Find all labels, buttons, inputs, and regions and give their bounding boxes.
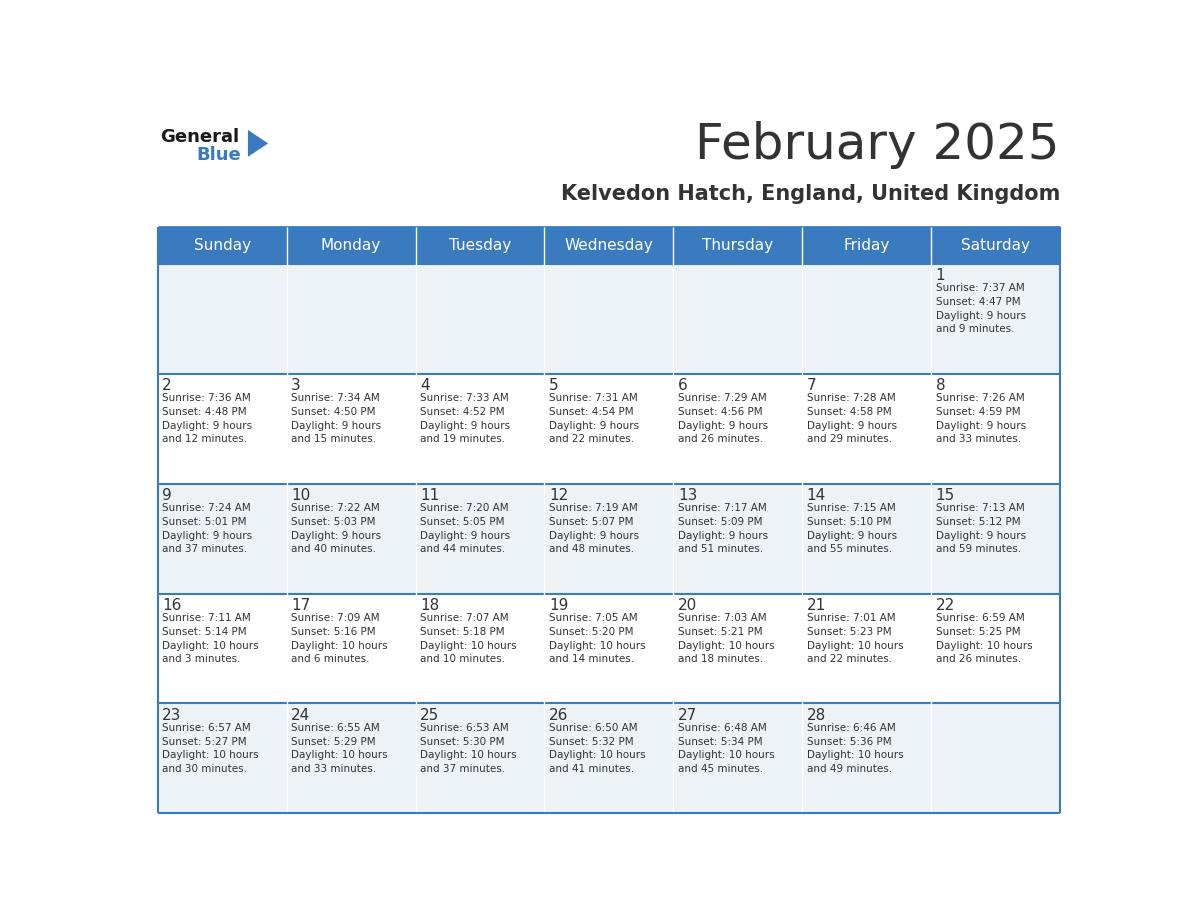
Text: Sunrise: 7:20 AM
Sunset: 5:05 PM
Daylight: 9 hours
and 44 minutes.: Sunrise: 7:20 AM Sunset: 5:05 PM Dayligh… [421,503,510,554]
Text: 26: 26 [549,708,568,722]
Text: Sunrise: 7:07 AM
Sunset: 5:18 PM
Daylight: 10 hours
and 10 minutes.: Sunrise: 7:07 AM Sunset: 5:18 PM Dayligh… [421,613,517,664]
Text: Sunrise: 6:50 AM
Sunset: 5:32 PM
Daylight: 10 hours
and 41 minutes.: Sunrise: 6:50 AM Sunset: 5:32 PM Dayligh… [549,723,645,774]
Text: Sunrise: 6:55 AM
Sunset: 5:29 PM
Daylight: 10 hours
and 33 minutes.: Sunrise: 6:55 AM Sunset: 5:29 PM Dayligh… [291,723,387,774]
Text: Wednesday: Wednesday [564,238,653,252]
Text: Sunrise: 7:24 AM
Sunset: 5:01 PM
Daylight: 9 hours
and 37 minutes.: Sunrise: 7:24 AM Sunset: 5:01 PM Dayligh… [163,503,252,554]
Text: Sunrise: 6:57 AM
Sunset: 5:27 PM
Daylight: 10 hours
and 30 minutes.: Sunrise: 6:57 AM Sunset: 5:27 PM Dayligh… [163,723,259,774]
Text: 24: 24 [291,708,310,722]
Text: Sunrise: 6:59 AM
Sunset: 5:25 PM
Daylight: 10 hours
and 26 minutes.: Sunrise: 6:59 AM Sunset: 5:25 PM Dayligh… [936,613,1032,664]
Text: 18: 18 [421,598,440,612]
Text: Sunrise: 7:05 AM
Sunset: 5:20 PM
Daylight: 10 hours
and 14 minutes.: Sunrise: 7:05 AM Sunset: 5:20 PM Dayligh… [549,613,645,664]
Text: Sunrise: 6:48 AM
Sunset: 5:34 PM
Daylight: 10 hours
and 45 minutes.: Sunrise: 6:48 AM Sunset: 5:34 PM Dayligh… [678,723,775,774]
Bar [158,227,1060,263]
Text: Sunrise: 7:33 AM
Sunset: 4:52 PM
Daylight: 9 hours
and 19 minutes.: Sunrise: 7:33 AM Sunset: 4:52 PM Dayligh… [421,393,510,444]
Bar [158,263,1060,374]
Text: Sunrise: 7:31 AM
Sunset: 4:54 PM
Daylight: 9 hours
and 22 minutes.: Sunrise: 7:31 AM Sunset: 4:54 PM Dayligh… [549,393,639,444]
Text: Blue: Blue [196,145,241,163]
Text: Sunrise: 7:29 AM
Sunset: 4:56 PM
Daylight: 9 hours
and 26 minutes.: Sunrise: 7:29 AM Sunset: 4:56 PM Dayligh… [678,393,767,444]
Text: 9: 9 [163,487,172,503]
Text: Sunrise: 7:19 AM
Sunset: 5:07 PM
Daylight: 9 hours
and 48 minutes.: Sunrise: 7:19 AM Sunset: 5:07 PM Dayligh… [549,503,639,554]
Text: 20: 20 [678,598,697,612]
Text: Sunrise: 7:03 AM
Sunset: 5:21 PM
Daylight: 10 hours
and 18 minutes.: Sunrise: 7:03 AM Sunset: 5:21 PM Dayligh… [678,613,775,664]
Text: 14: 14 [807,487,826,503]
Text: Sunrise: 7:37 AM
Sunset: 4:47 PM
Daylight: 9 hours
and 9 minutes.: Sunrise: 7:37 AM Sunset: 4:47 PM Dayligh… [936,284,1025,334]
Text: 16: 16 [163,598,182,612]
Text: 15: 15 [936,487,955,503]
Text: 27: 27 [678,708,697,722]
Text: Sunrise: 7:11 AM
Sunset: 5:14 PM
Daylight: 10 hours
and 3 minutes.: Sunrise: 7:11 AM Sunset: 5:14 PM Dayligh… [163,613,259,664]
Text: 5: 5 [549,378,558,393]
Bar [158,594,1060,703]
Text: Saturday: Saturday [961,238,1030,252]
Text: 21: 21 [807,598,826,612]
Text: 4: 4 [421,378,430,393]
Text: Sunrise: 6:53 AM
Sunset: 5:30 PM
Daylight: 10 hours
and 37 minutes.: Sunrise: 6:53 AM Sunset: 5:30 PM Dayligh… [421,723,517,774]
Polygon shape [248,130,268,157]
Text: Sunrise: 7:17 AM
Sunset: 5:09 PM
Daylight: 9 hours
and 51 minutes.: Sunrise: 7:17 AM Sunset: 5:09 PM Dayligh… [678,503,767,554]
Text: General: General [160,128,240,146]
Text: 3: 3 [291,378,301,393]
Text: 7: 7 [807,378,816,393]
Text: Friday: Friday [843,238,890,252]
Text: 13: 13 [678,487,697,503]
Text: Sunrise: 7:01 AM
Sunset: 5:23 PM
Daylight: 10 hours
and 22 minutes.: Sunrise: 7:01 AM Sunset: 5:23 PM Dayligh… [807,613,903,664]
Text: 10: 10 [291,487,310,503]
Text: Sunrise: 7:34 AM
Sunset: 4:50 PM
Daylight: 9 hours
and 15 minutes.: Sunrise: 7:34 AM Sunset: 4:50 PM Dayligh… [291,393,381,444]
Text: 1: 1 [936,268,946,283]
Text: Tuesday: Tuesday [449,238,511,252]
Text: Sunrise: 7:09 AM
Sunset: 5:16 PM
Daylight: 10 hours
and 6 minutes.: Sunrise: 7:09 AM Sunset: 5:16 PM Dayligh… [291,613,387,664]
Text: 25: 25 [421,708,440,722]
Text: 8: 8 [936,378,946,393]
Text: 17: 17 [291,598,310,612]
Bar [158,703,1060,813]
Text: Kelvedon Hatch, England, United Kingdom: Kelvedon Hatch, England, United Kingdom [561,185,1060,205]
Text: Monday: Monday [321,238,381,252]
Text: 11: 11 [421,487,440,503]
Text: Sunrise: 6:46 AM
Sunset: 5:36 PM
Daylight: 10 hours
and 49 minutes.: Sunrise: 6:46 AM Sunset: 5:36 PM Dayligh… [807,723,903,774]
Text: February 2025: February 2025 [695,121,1060,169]
Text: 2: 2 [163,378,172,393]
Text: 28: 28 [807,708,826,722]
Text: Sunrise: 7:13 AM
Sunset: 5:12 PM
Daylight: 9 hours
and 59 minutes.: Sunrise: 7:13 AM Sunset: 5:12 PM Dayligh… [936,503,1025,554]
Text: Thursday: Thursday [702,238,773,252]
Text: Sunday: Sunday [194,238,251,252]
Text: Sunrise: 7:22 AM
Sunset: 5:03 PM
Daylight: 9 hours
and 40 minutes.: Sunrise: 7:22 AM Sunset: 5:03 PM Dayligh… [291,503,381,554]
Text: Sunrise: 7:28 AM
Sunset: 4:58 PM
Daylight: 9 hours
and 29 minutes.: Sunrise: 7:28 AM Sunset: 4:58 PM Dayligh… [807,393,897,444]
Text: 19: 19 [549,598,568,612]
Text: Sunrise: 7:36 AM
Sunset: 4:48 PM
Daylight: 9 hours
and 12 minutes.: Sunrise: 7:36 AM Sunset: 4:48 PM Dayligh… [163,393,252,444]
Bar [158,484,1060,594]
Text: Sunrise: 7:26 AM
Sunset: 4:59 PM
Daylight: 9 hours
and 33 minutes.: Sunrise: 7:26 AM Sunset: 4:59 PM Dayligh… [936,393,1025,444]
Bar [158,374,1060,484]
Text: Sunrise: 7:15 AM
Sunset: 5:10 PM
Daylight: 9 hours
and 55 minutes.: Sunrise: 7:15 AM Sunset: 5:10 PM Dayligh… [807,503,897,554]
Text: 23: 23 [163,708,182,722]
Text: 22: 22 [936,598,955,612]
Text: 12: 12 [549,487,568,503]
Text: 6: 6 [678,378,688,393]
